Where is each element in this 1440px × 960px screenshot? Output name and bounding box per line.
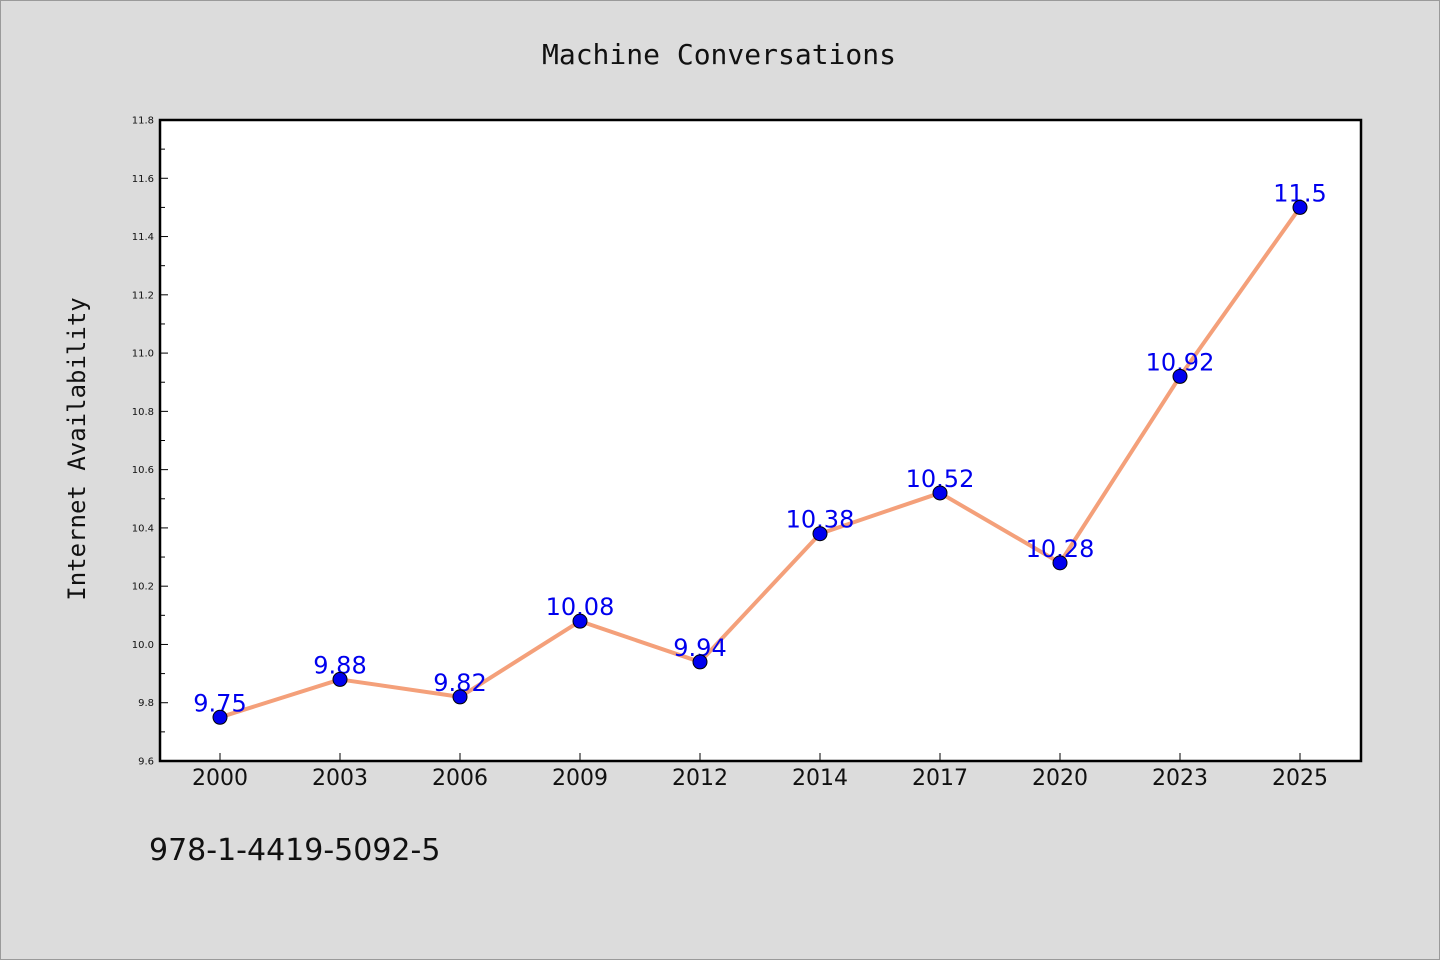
y-tick-label: 10.4 <box>132 523 154 534</box>
data-point <box>1292 199 1308 215</box>
series-line <box>218 205 1302 720</box>
x-axis-ticks: 2000 2003 2006 2009 2012 2014 2017 2020 2023 2025 <box>192 753 1328 791</box>
y-tick-label: 11.6 <box>132 174 154 185</box>
x-tick-label: 2012 <box>672 766 728 791</box>
x-tick-label: 2006 <box>432 766 488 791</box>
data-markers <box>212 199 1308 725</box>
y-tick-label: 9.8 <box>138 698 154 709</box>
y-axis-ticks: 9.6 9.8 10.0 10.2 10.4 10.6 10.8 11.0 11.2 11.4 11… <box>132 116 168 768</box>
data-point <box>212 709 228 725</box>
y-tick-label: 10.2 <box>132 582 154 593</box>
y-tick-label: 10.6 <box>132 465 154 476</box>
y-tick-label: 11.8 <box>132 116 154 127</box>
data-point <box>452 689 468 705</box>
x-tick-label: 2025 <box>1272 766 1328 791</box>
chart-title: Machine Conversations <box>542 38 896 71</box>
data-point <box>572 613 588 629</box>
x-tick-label: 2023 <box>1152 766 1208 791</box>
y-tick-label: 10.8 <box>132 407 154 418</box>
isbn-footer: 978-1-4419-5092-5 <box>149 833 441 868</box>
y-tick-label: 11.0 <box>132 349 154 360</box>
data-point <box>812 526 828 542</box>
y-axis-label: Internet Availability <box>63 297 91 600</box>
x-tick-label: 2017 <box>912 766 968 791</box>
y-tick-label: 11.4 <box>132 232 154 243</box>
data-point <box>1172 368 1188 384</box>
x-tick-label: 2020 <box>1032 766 1088 791</box>
data-point <box>692 654 708 670</box>
x-tick-label: 2000 <box>192 766 248 791</box>
y-tick-label: 11.2 <box>132 290 154 301</box>
x-tick-label: 2014 <box>792 766 848 791</box>
y-tick-label: 10.0 <box>132 640 154 651</box>
x-tick-label: 2003 <box>312 766 368 791</box>
data-point <box>932 485 948 501</box>
y-tick-label: 9.6 <box>138 757 154 768</box>
data-point <box>1052 555 1068 571</box>
plot-area <box>158 118 1363 763</box>
data-point <box>332 671 348 687</box>
x-tick-label: 2009 <box>552 766 608 791</box>
